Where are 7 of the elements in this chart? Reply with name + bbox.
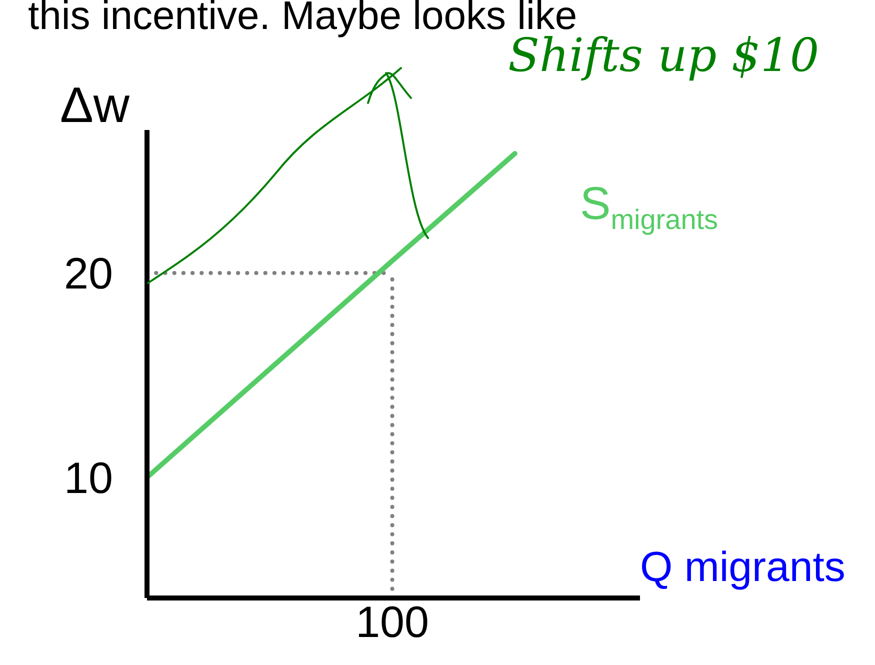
y-tick-label: 20 — [64, 250, 113, 299]
x-tick-label: 100 — [356, 598, 429, 648]
x-axis-title: Q migrants — [640, 543, 846, 592]
series-label: S$_{migrants}$ — [580, 176, 718, 236]
y-tick-label: 10 — [64, 454, 113, 504]
y-axis-title: Δw — [60, 77, 130, 133]
text: Shifts up $10 — [508, 28, 820, 82]
